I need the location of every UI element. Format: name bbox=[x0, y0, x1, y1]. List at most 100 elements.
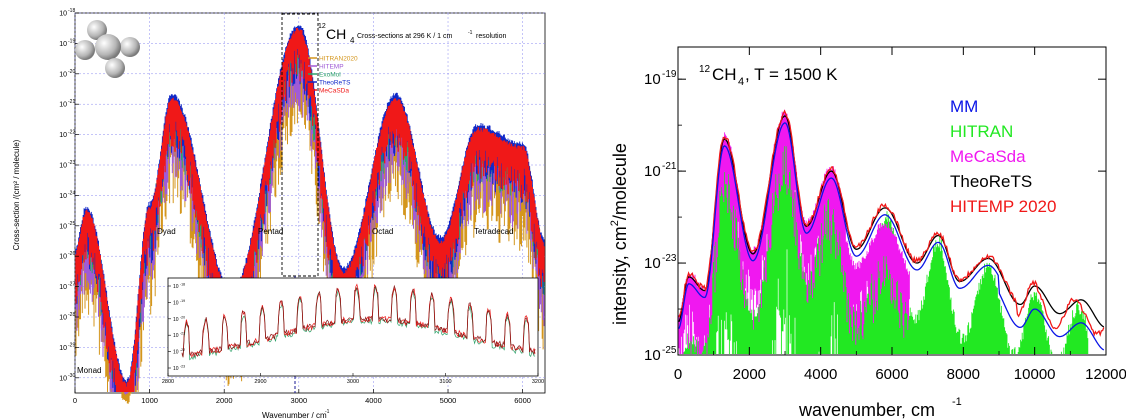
inset-y-tick-label-exp: -22 bbox=[180, 348, 185, 352]
right-x-axis-label: wavenumber, cm bbox=[798, 400, 935, 420]
left-y-tick-label: 10 bbox=[59, 375, 67, 382]
inset-x-tick-label: 2900 bbox=[254, 379, 266, 385]
left-x-tick-label: 1000 bbox=[141, 396, 158, 405]
right-x-tick-label: 0 bbox=[674, 366, 682, 383]
left-title-sup: -1 bbox=[468, 30, 473, 36]
left-y-tick-label: 10 bbox=[59, 193, 67, 200]
left-y-axis-label: Cross-section /(cm² / molecule) bbox=[12, 139, 21, 250]
left-y-tick-label-exp: -19 bbox=[68, 38, 75, 44]
left-x-tick-label: 5000 bbox=[440, 396, 457, 405]
right-y-axis-label-group: intensity, cm2/molecule bbox=[609, 143, 630, 325]
left-legend-label: HITRAN2020 bbox=[319, 56, 358, 63]
left-y-tick-label-exp: -21 bbox=[68, 99, 75, 105]
right-x-tick-label: 2000 bbox=[733, 366, 766, 383]
inset-y-tick-label-exp: -21 bbox=[180, 332, 185, 336]
right-y-tick-label-exp: -21 bbox=[662, 161, 677, 172]
right-y-axis-label-tail: /molecule bbox=[610, 143, 630, 220]
right-x-tick-label: 12000 bbox=[1085, 366, 1126, 383]
right-y-axis-label: intensity, cm2/molecule bbox=[609, 143, 630, 325]
left-y-tick-label: 10 bbox=[59, 284, 67, 291]
inset-y-tick-label: 10 bbox=[173, 317, 179, 323]
right-legend-label: HITEMP 2020 bbox=[950, 197, 1056, 216]
left-y-tick-label-exp: -25 bbox=[68, 221, 75, 227]
right-y-tick-label-exp: -23 bbox=[662, 253, 677, 264]
right-y-tick-label: 10 bbox=[644, 163, 661, 180]
right-title-mass: 12 bbox=[699, 64, 711, 75]
inset-y-tick-label: 10 bbox=[173, 366, 179, 372]
left-y-tick-label: 10 bbox=[59, 223, 67, 230]
inset-y-tick-label: 10 bbox=[173, 333, 179, 339]
left-y-tick-label-exp: -30 bbox=[68, 373, 75, 379]
right-y-tick-label-exp: -25 bbox=[662, 345, 677, 356]
left-y-tick-label: 10 bbox=[59, 345, 67, 352]
right-spectrum bbox=[678, 109, 1105, 354]
left-title-tail: resolution bbox=[476, 33, 506, 40]
annotation-octad: Octad bbox=[372, 227, 393, 236]
left-y-tick-label-exp: -23 bbox=[68, 160, 75, 166]
left-x-tick-label: 2000 bbox=[216, 396, 233, 405]
right-y-tick-label-exp: -19 bbox=[662, 69, 677, 80]
left-y-tick-label-exp: -26 bbox=[68, 251, 75, 257]
left-x-tick-label: 6000 bbox=[514, 396, 531, 405]
inset-y-tick-label-exp: -23 bbox=[180, 365, 185, 369]
zoom-region-box bbox=[281, 13, 319, 277]
annotation-monad: Monad bbox=[77, 366, 101, 375]
right-x-tick-label: 4000 bbox=[804, 366, 837, 383]
methane-molecule-icon bbox=[75, 20, 140, 78]
right-series-MeCaSda bbox=[678, 109, 910, 354]
inset-y-tick-label: 10 bbox=[173, 300, 179, 306]
inset-frame bbox=[167, 277, 539, 377]
inset-y-tick-label-exp: -18 bbox=[180, 283, 185, 287]
annotation-tetradecad: Tetradecad bbox=[474, 227, 514, 236]
right-x-tick-label: 6000 bbox=[875, 366, 908, 383]
left-title-formula: CH bbox=[326, 26, 346, 42]
left-title-formula-sub: 4 bbox=[350, 36, 355, 45]
inset-y-tick-label: 10 bbox=[173, 284, 179, 290]
left-title-mass: 12 bbox=[318, 23, 326, 30]
left-chart: 10-1810-1910-2010-2110-2210-2310-2410-25… bbox=[12, 8, 546, 420]
right-legend-label: HITRAN bbox=[950, 122, 1013, 141]
right-x-ticks: 0 2000 4000 6000 8000 10000 12000 bbox=[674, 47, 1126, 383]
left-y-tick-label: 10 bbox=[59, 11, 67, 18]
right-x-tick-label: 8000 bbox=[947, 366, 980, 383]
left-title: Cross-sections at 296 K / 1 cm bbox=[357, 33, 452, 40]
annotation-dyad: Dyad bbox=[157, 227, 176, 236]
right-x-axis-label-sup: -1 bbox=[952, 396, 962, 408]
inset-x-ticks: 2800 2900 3000 3100 3200 bbox=[162, 373, 544, 385]
inset-x-tick-label: 3100 bbox=[439, 379, 451, 385]
inset-x-tick-label: 3200 bbox=[532, 379, 544, 385]
inset-spectrum bbox=[181, 283, 536, 361]
right-y-axis-label-pre: intensity, cm bbox=[610, 226, 630, 325]
right-title-tail: , T = 1500 K bbox=[745, 65, 838, 84]
left-legend-label: HITEMP bbox=[319, 64, 344, 71]
right-title-formula: CH bbox=[712, 65, 737, 84]
right-title-formula-sub: 4 bbox=[738, 76, 744, 88]
left-legend-label: MeCaSDa bbox=[319, 88, 349, 95]
right-y-tick-label: 10 bbox=[644, 347, 661, 364]
right-legend-label: TheoReTS bbox=[950, 172, 1032, 191]
left-y-tick-label-exp: -24 bbox=[68, 190, 75, 196]
right-legend-label: MM bbox=[950, 97, 978, 116]
left-y-ticks: 10-1810-1910-2010-2110-2210-2310-2410-25… bbox=[59, 8, 79, 382]
inset-y-tick-label-exp: -19 bbox=[180, 299, 185, 303]
inset-y-tick-label: 10 bbox=[173, 350, 179, 356]
left-x-tick-label: 0 bbox=[73, 396, 77, 405]
right-series-MM bbox=[678, 122, 1105, 351]
left-y-tick-label: 10 bbox=[59, 163, 67, 170]
left-y-tick-label-exp: -18 bbox=[68, 8, 75, 14]
left-y-tick-label-exp: -20 bbox=[68, 69, 75, 75]
left-y-tick-label-exp: -29 bbox=[68, 342, 75, 348]
left-x-axis-label: Wavenumber / cm bbox=[262, 411, 327, 420]
right-series-HITEMP-2020 bbox=[678, 109, 1105, 337]
inset-x-tick-label: 3000 bbox=[347, 379, 359, 385]
left-y-tick-label: 10 bbox=[59, 71, 67, 78]
left-legend-label: TheoReTS bbox=[319, 80, 351, 87]
left-x-tick-label: 3000 bbox=[290, 396, 307, 405]
left-x-ticks: 0 1000 2000 3000 4000 5000 6000 bbox=[73, 389, 531, 405]
